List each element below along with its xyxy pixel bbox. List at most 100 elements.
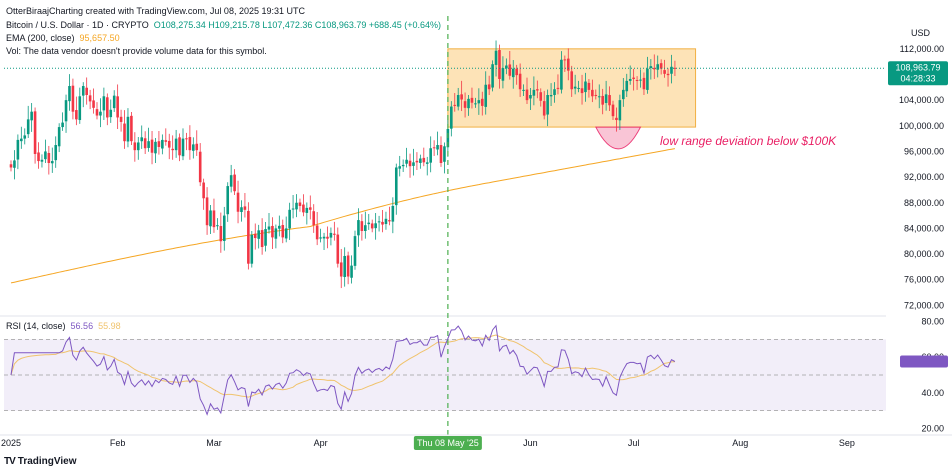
candle <box>398 155 402 177</box>
candle-body <box>150 139 154 153</box>
candle <box>250 230 254 268</box>
candle <box>604 80 608 111</box>
candle-body <box>508 64 512 76</box>
tradingview-logo[interactable]: TV TradingView <box>4 456 77 467</box>
candle <box>26 105 30 138</box>
candle <box>601 88 604 115</box>
candle <box>216 218 219 230</box>
candle <box>432 140 436 156</box>
candle-body <box>274 228 278 239</box>
candle <box>326 226 329 249</box>
candle <box>188 125 192 160</box>
candle <box>106 93 109 126</box>
rsi-legend[interactable]: RSI (14, close) 56.56 55.98 <box>6 321 121 331</box>
candle <box>322 232 326 250</box>
candle <box>95 102 99 120</box>
candle <box>271 217 274 249</box>
candle-body <box>450 106 453 129</box>
candle <box>20 126 23 149</box>
candle-body <box>542 101 546 116</box>
candle-body <box>9 164 13 168</box>
candle <box>126 108 130 148</box>
candle <box>484 71 488 115</box>
candle-body <box>415 160 419 163</box>
candle <box>467 95 470 116</box>
candle <box>143 131 147 155</box>
candle-body <box>133 142 137 151</box>
candle-body <box>130 115 133 142</box>
candle <box>370 219 374 233</box>
candle-body <box>240 207 243 213</box>
ema-legend[interactable]: EMA (200, close) 95,657.50 <box>6 33 120 43</box>
candle-body <box>566 58 570 71</box>
candle-body <box>20 138 23 142</box>
candle-body <box>126 116 130 142</box>
candle-body <box>291 208 295 210</box>
candle <box>243 192 247 218</box>
candle-body <box>54 145 58 161</box>
candle <box>222 206 226 251</box>
candle-body <box>656 64 660 70</box>
candle-body <box>591 89 594 97</box>
candle <box>518 63 522 97</box>
candle-body <box>549 95 553 97</box>
candle-body <box>639 79 642 81</box>
candle-body <box>140 137 144 142</box>
candle-body <box>394 167 398 206</box>
candle-body <box>377 221 381 223</box>
candle <box>542 90 546 120</box>
candle <box>401 159 405 172</box>
candle-body <box>501 68 505 81</box>
candle-body <box>522 89 525 91</box>
candle-body <box>23 135 27 139</box>
candle <box>233 169 236 196</box>
candle <box>422 147 426 167</box>
candle <box>618 94 622 130</box>
candle-body <box>229 175 233 187</box>
candle-body <box>30 111 33 121</box>
candle-body <box>443 146 446 162</box>
candle <box>281 219 285 244</box>
candle-body <box>222 215 226 241</box>
candle <box>85 77 88 105</box>
candle-body <box>505 65 508 69</box>
rsi-ma-line <box>10 334 675 398</box>
candle-body <box>573 86 577 89</box>
candle <box>642 72 646 96</box>
candle <box>278 215 281 237</box>
candle <box>487 75 491 96</box>
candle <box>68 74 71 111</box>
candle <box>591 79 594 103</box>
candle-body <box>539 92 543 101</box>
candle-body <box>604 94 608 103</box>
candle <box>615 107 618 132</box>
candle <box>81 82 85 108</box>
candle <box>652 54 656 79</box>
candle-body <box>37 152 40 162</box>
candle <box>529 87 532 111</box>
candle <box>673 60 677 77</box>
tradingview-mark-icon: TV <box>4 456 16 467</box>
candle <box>44 139 47 164</box>
candle-body <box>260 230 264 248</box>
candle <box>302 194 305 217</box>
candle <box>553 82 556 103</box>
candle <box>150 130 154 165</box>
candle-body <box>47 152 51 163</box>
candle <box>659 59 663 75</box>
rsi-tick-label: 40.00 <box>921 388 944 398</box>
candle-body <box>195 143 199 151</box>
candle <box>284 216 288 243</box>
candle-body <box>322 236 326 239</box>
candle-body <box>68 86 71 102</box>
candle <box>474 97 477 108</box>
candle-body <box>649 66 653 69</box>
candle <box>247 202 250 270</box>
candle <box>508 50 512 80</box>
candle-body <box>119 116 123 122</box>
candle <box>539 88 543 107</box>
candle <box>257 224 260 249</box>
candle <box>333 221 336 241</box>
candle-body <box>147 141 150 148</box>
